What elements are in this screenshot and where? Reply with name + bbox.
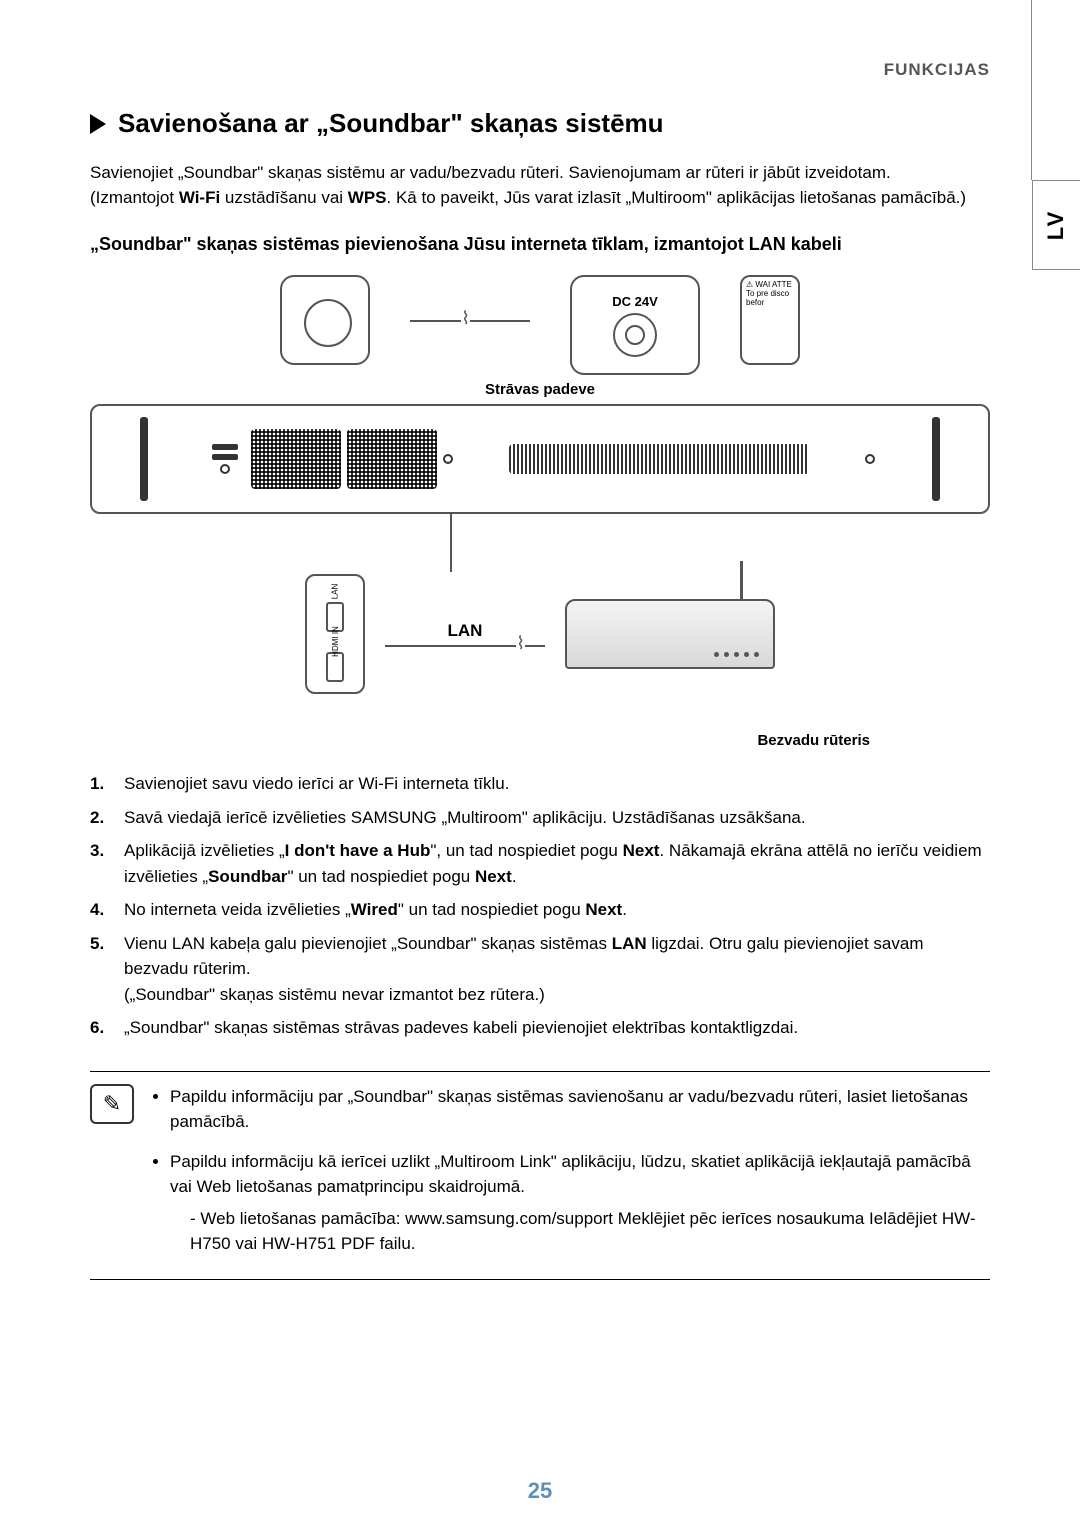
note-icon: ✎ [90,1084,134,1124]
port-panel: LAN HDMI IN [305,574,365,694]
lan-label: LAN [448,621,483,641]
soundbar-controls [205,429,245,489]
diagram-top-row: DC 24V ⚠ WAI ATTE To pre disco befor [280,275,800,375]
speaker-grille [251,429,341,489]
step-1: Savienojiet savu viedo ierīci ar Wi-Fi i… [90,771,990,797]
note-1: Papildu informāciju par „Soundbar" skaņa… [170,1084,990,1135]
intro-suffix: . Kā to paveikt, Jūs varat izlasīt „Mult… [387,188,967,207]
page-number: 25 [0,1478,1080,1504]
intro-wifi: Wi-Fi [179,188,220,207]
note-2: Papildu informāciju kā ierīcei uzlikt „M… [170,1149,990,1257]
intro-line1: Savienojiet „Soundbar" skaņas sistēmu ar… [90,163,891,182]
separator [90,1071,990,1072]
steps-list: Savienojiet savu viedo ierīci ar Wi-Fi i… [90,771,990,1041]
intro-mid: uzstādīšanu vai [220,188,348,207]
intro-wps: WPS [348,188,387,207]
diagram-bottom-row: LAN HDMI IN LAN [90,574,990,694]
hdmi-port-label: HDMI IN [330,626,339,657]
speaker-grille-long [509,444,809,474]
speaker-grille [347,429,437,489]
warning-label: ⚠ WAI ATTE To pre disco befor [740,275,800,365]
note-2-sub: Web lietošanas pamācība: www.samsung.com… [190,1206,990,1257]
step-4: No interneta veida izvēlieties „Wired" u… [90,897,990,923]
sub-heading: „Soundbar" skaņas sistēmas pievienošana … [90,234,990,255]
soundbar-end [932,417,940,501]
separator [90,1279,990,1280]
intro-prefix: (Izmantojot [90,188,179,207]
note-list: Papildu informāciju par „Soundbar" skaņa… [148,1084,990,1271]
soundbar-end [140,417,148,501]
dc-plug-icon [613,313,657,357]
section-title-text: Savienošana ar „Soundbar" skaņas sistēmu [118,108,664,139]
power-label: Strāvas padeve [485,381,595,398]
dc-adapter: DC 24V [570,275,700,375]
language-tab: LV [1032,180,1080,270]
power-cable [410,320,530,322]
step-5: Vienu LAN kabeļa galu pievienojiet „Soun… [90,931,990,1008]
step-3: Aplikācijā izvēlieties „I don't have a H… [90,838,990,889]
header-category: FUNKCIJAS [90,60,990,80]
step-2: Savā viedajā ierīcē izvēlieties SAMSUNG … [90,805,990,831]
intro-paragraph: Savienojiet „Soundbar" skaņas sistēmu ar… [90,161,990,210]
connection-diagram: DC 24V ⚠ WAI ATTE To pre disco befor Str… [90,275,990,735]
soundbar-port [865,454,875,464]
note-sub-list: Web lietošanas pamācība: www.samsung.com… [170,1206,990,1257]
router-caption: Bezvadu rūteris [757,732,870,749]
cable-down [450,512,452,572]
lan-cable [385,645,545,647]
soundbar-port [443,454,453,464]
divider [1031,0,1032,180]
wireless-router-icon [565,599,775,669]
note-block: ✎ Papildu informāciju par „Soundbar" ska… [90,1084,990,1271]
wall-outlet-icon [280,275,370,365]
dc-label: DC 24V [612,294,658,309]
step-6: „Soundbar" skaņas sistēmas strāvas padev… [90,1015,990,1041]
language-code: LV [1043,210,1069,240]
section-title: Savienošana ar „Soundbar" skaņas sistēmu [90,108,990,139]
triangle-icon [90,114,106,134]
lan-port-label: LAN [331,584,340,600]
soundbar-device [90,404,990,514]
